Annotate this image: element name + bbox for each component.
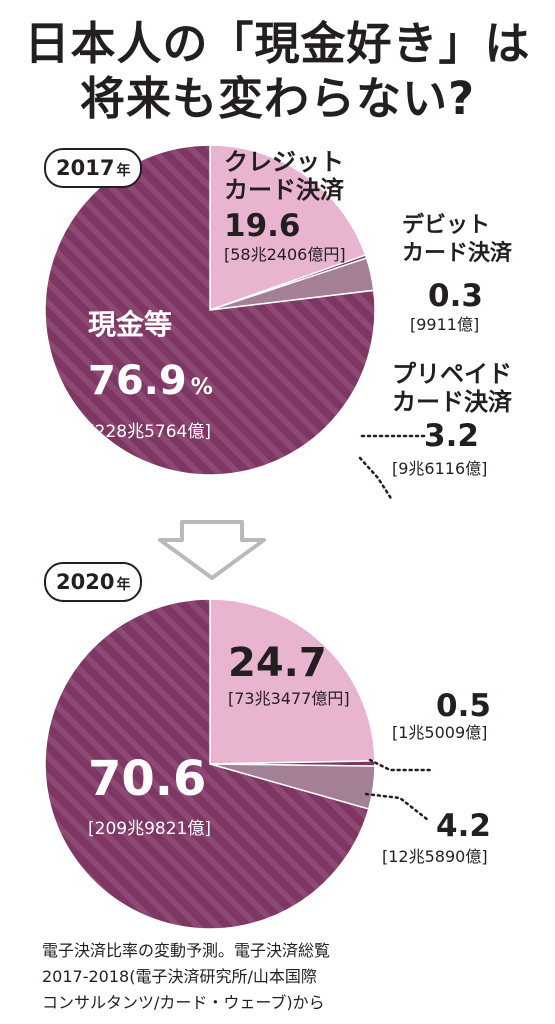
down-arrow-icon (158, 520, 266, 580)
debit-percent-2020: 0.5 (436, 688, 491, 724)
credit-amount-2017: [58兆2406億円] (224, 245, 346, 264)
debit-amount-2017: [9911億] (410, 315, 480, 334)
credit-amount-2020: [73兆3477億円] (228, 689, 350, 708)
leader-lines-2017 (358, 434, 427, 502)
credit-name-line2: カード決済 (224, 176, 344, 204)
leader-line-prepaid (364, 792, 430, 822)
title-line-2: 将来も変わらない? (79, 72, 476, 125)
label-credit-2017: クレジット カード決済 19.6 [58兆2406億円] (224, 148, 346, 266)
debit-name-line2: カード決済 (402, 241, 513, 266)
leader-line-prepaid (358, 456, 394, 502)
credit-name-line1: クレジット (224, 148, 344, 176)
debit-name-line1: デビット (402, 213, 491, 238)
prepaid-amount-2017: [9兆6116億] (392, 459, 488, 478)
prepaid-name-line2: カード決済 (392, 388, 512, 416)
label-credit-2020: 24.7 [73兆3477億円] (228, 640, 350, 710)
source-note: 電子決済比率の変動予測。電子決済総覧 2017-2018(電子決済研究所/山本国… (42, 938, 522, 1016)
label-cash-2020: 70.6 [209兆9821億] (88, 752, 211, 840)
cash-percent-2020: 70.6 (88, 751, 207, 807)
cash-percent-value-2017: 76.9 (88, 358, 187, 404)
source-line-1: 電子決済比率の変動予測。電子決済総覧 (42, 941, 331, 960)
credit-percent-2020: 24.7 (228, 640, 327, 686)
year-badge-2017: 2017 年 (44, 148, 143, 188)
credit-percent-2017: 19.6 (224, 208, 301, 244)
pie-slices-2020 (44, 598, 376, 930)
prepaid-amount-2020: [12兆5890億] (382, 847, 488, 866)
prepaid-name-line1: プリペイド (392, 360, 512, 388)
cash-amount-2017: [228兆5764億] (88, 422, 211, 442)
pie-slice-cash-2020 (44, 598, 370, 930)
year-badge-2020: 2020 年 (44, 562, 143, 602)
pie-slice-credit-2020 (209, 598, 376, 765)
label-prepaid-2017: プリペイド カード決済 3.2 [9兆6116億] (392, 360, 512, 480)
percent-sign: % (190, 375, 213, 400)
title-line-1: 日本人の「現金好き」は (24, 17, 531, 70)
prepaid-percent-2017: 3.2 (424, 418, 479, 454)
leader-lines-2020 (364, 758, 434, 822)
debit-percent-2017: 0.3 (428, 278, 483, 314)
pie-slices-2017 (44, 144, 376, 476)
source-line-3: コンサルタンツ/カード・ウェーブ)から (42, 993, 325, 1012)
pie-chart-2020 (44, 598, 434, 930)
year-unit: 年 (116, 577, 131, 593)
source-line-2: 2017-2018(電子決済研究所/山本国際 (42, 967, 317, 986)
debit-amount-2020: [1兆5009億] (392, 723, 488, 742)
cash-percent-2017: 76.9% (88, 358, 213, 411)
label-cash-2017: 現金等 76.9% [228兆5764億] (88, 308, 213, 443)
cash-amount-2020: [209兆9821億] (88, 819, 211, 839)
pie-chart-2017 (44, 144, 427, 502)
cash-name: 現金等 (88, 308, 173, 341)
prepaid-percent-2020: 4.2 (436, 808, 491, 844)
year-unit: 年 (116, 163, 131, 179)
label-debit-2017: デビット カード決済 (402, 212, 512, 268)
year-2020: 2020 (56, 570, 115, 594)
year-2017: 2017 (56, 156, 115, 180)
leader-line-debit (368, 758, 434, 772)
chart-title: 日本人の「現金好き」は 将来も変わらない? (0, 16, 555, 126)
